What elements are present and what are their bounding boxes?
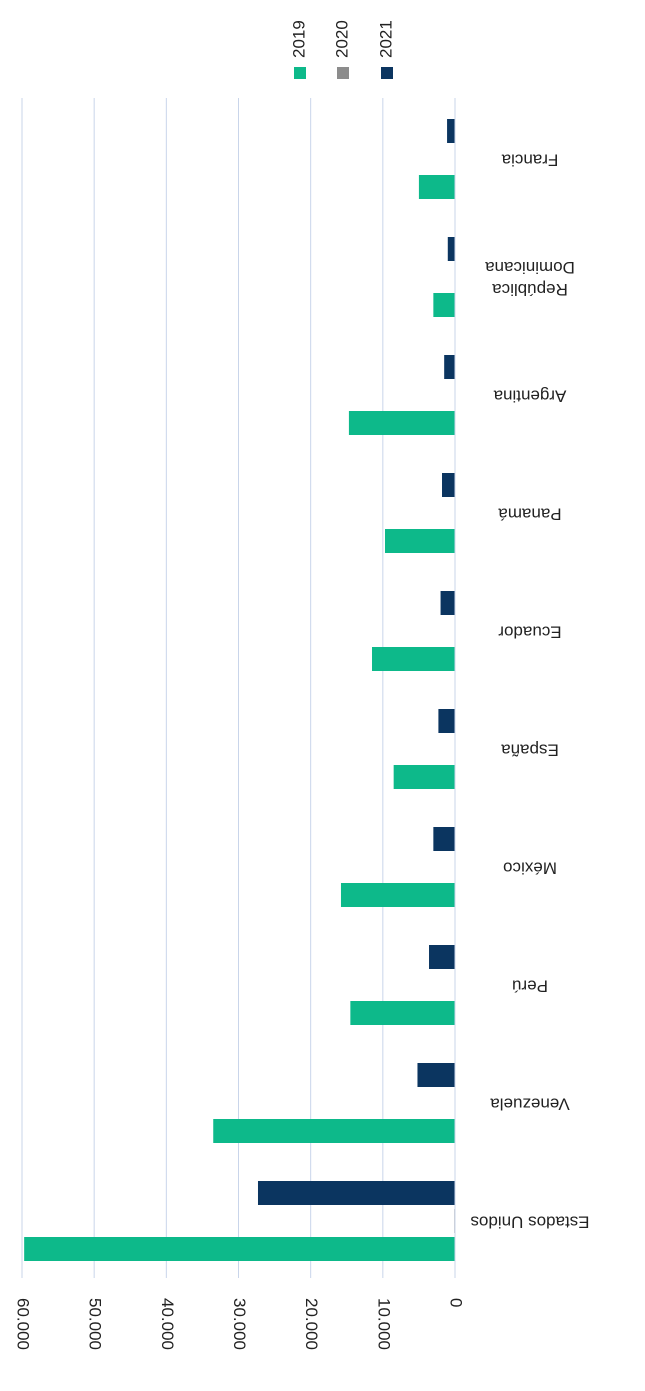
x-tick-label: 50.000 [86,1298,105,1350]
category-label: Francia [501,151,558,170]
bar [447,237,455,261]
bar [372,647,455,671]
bar [438,709,455,733]
bar [418,175,455,199]
category-label: Perú [512,977,548,996]
bar [417,1063,455,1087]
category-label: España [501,741,559,760]
legend-label: 2020 [332,20,351,58]
x-tick-label: 40.000 [158,1298,177,1350]
category-label: Panamá [498,505,562,524]
x-tick-label: 10.000 [374,1298,393,1350]
bar [442,473,455,497]
category-label: RepúblicaDominicana [485,258,575,299]
x-tick-label: 30.000 [230,1298,249,1350]
bar [213,1119,455,1143]
x-tick-label: 20.000 [302,1298,321,1350]
bar [433,293,455,317]
bar [429,945,455,969]
bar [340,883,455,907]
bar [447,119,455,143]
category-label: Argentina [493,387,566,406]
bar [433,827,455,851]
category-label: Venezuela [490,1095,570,1114]
bar [384,529,455,553]
bar [350,1001,455,1025]
legend-swatch [294,67,306,79]
x-tick-label: 0 [447,1298,466,1307]
legend-swatch [337,67,349,79]
legend-label: 2021 [376,20,395,58]
bar [348,411,455,435]
legend-swatch [381,67,393,79]
x-tick-label: 60.000 [14,1298,33,1350]
category-label: México [503,859,557,878]
bar [440,591,455,615]
bar [257,1181,455,1205]
bar [393,765,455,789]
bar [24,1237,455,1261]
legend-label: 2019 [289,20,308,58]
category-label: Estados Unidos [470,1213,589,1232]
bar [444,355,455,379]
category-label: Ecuador [498,623,562,642]
